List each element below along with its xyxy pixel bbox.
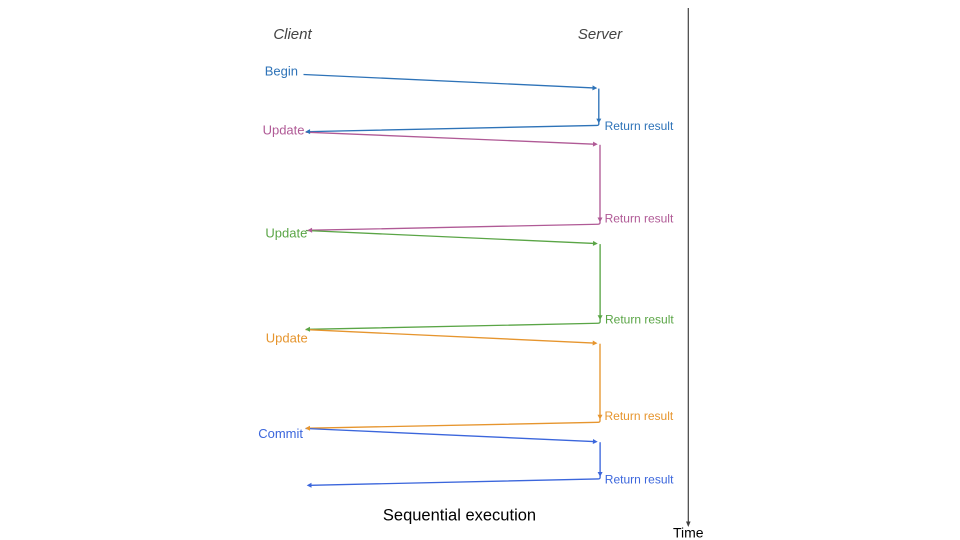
svg-text:Update: Update [263, 122, 305, 137]
svg-text:Return result: Return result [605, 313, 674, 327]
svg-text:Begin: Begin [265, 64, 298, 79]
svg-text:Return result: Return result [605, 473, 674, 487]
svg-text:Commit: Commit [258, 426, 303, 441]
svg-text:Return result: Return result [605, 212, 674, 226]
svg-text:Return result: Return result [605, 119, 674, 133]
svg-text:Sequential execution: Sequential execution [383, 507, 536, 525]
svg-text:Update: Update [266, 331, 308, 346]
svg-text:Time: Time [673, 525, 704, 540]
svg-text:Client: Client [273, 26, 312, 43]
svg-text:Update: Update [265, 226, 307, 241]
svg-text:Return result: Return result [605, 409, 674, 423]
svg-text:Server: Server [578, 26, 623, 43]
